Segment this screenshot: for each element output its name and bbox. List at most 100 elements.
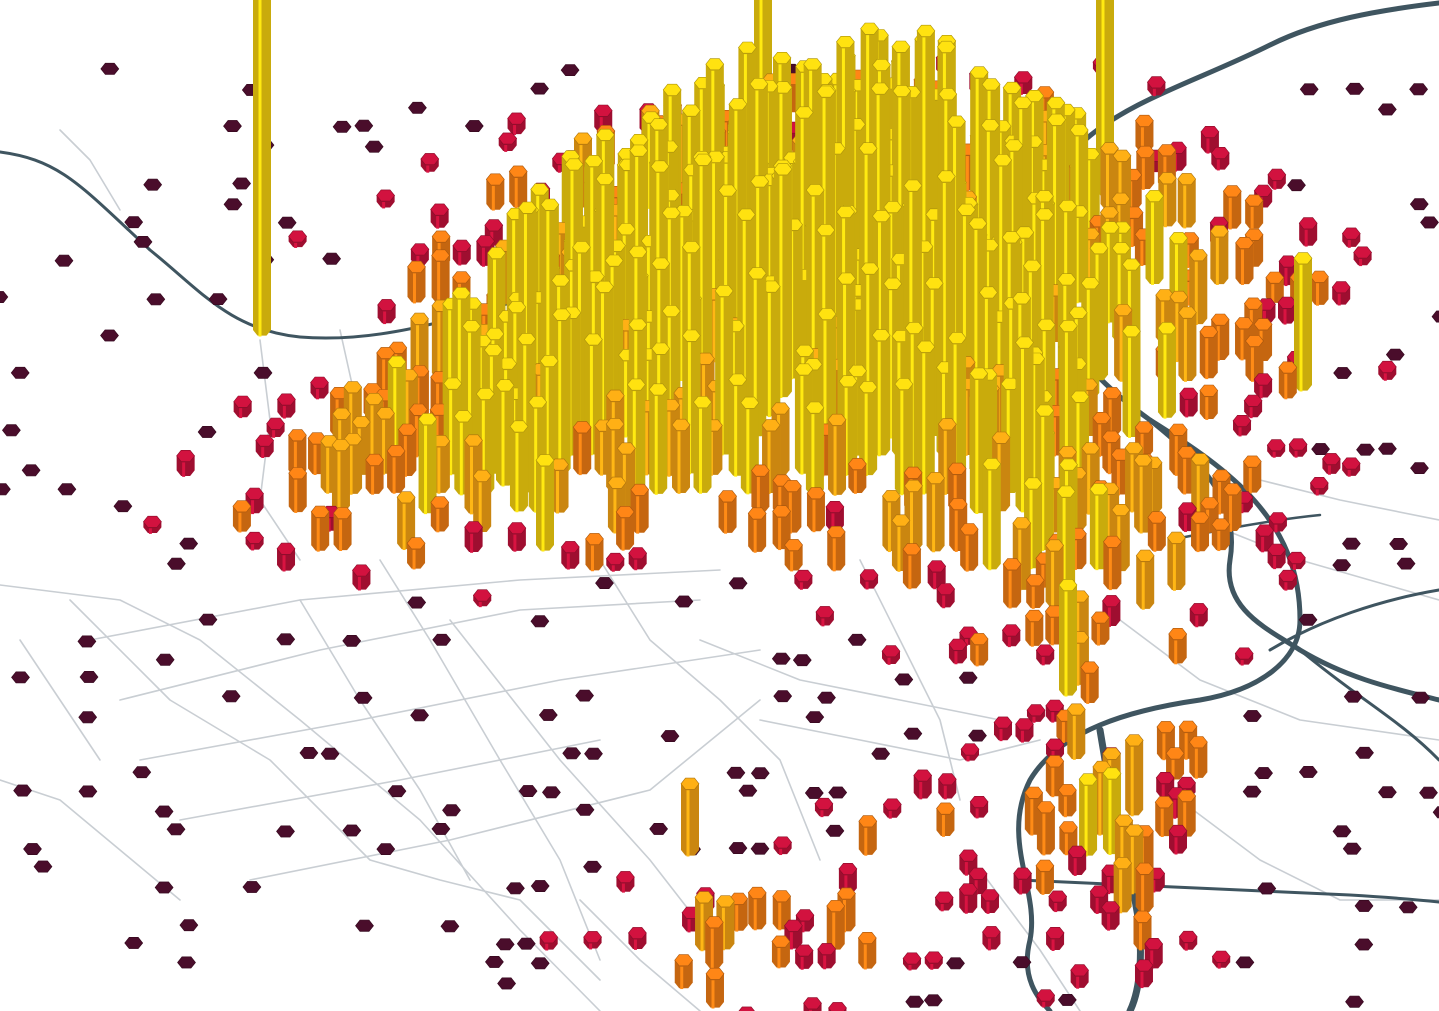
hexbin-column[interactable]: [1190, 511, 1210, 553]
hexbin-column[interactable]: [980, 889, 1000, 914]
hexbin-column[interactable]: [817, 691, 836, 704]
hexbin-column[interactable]: [903, 727, 923, 740]
hexbin-column[interactable]: [442, 804, 461, 817]
hexbin-column[interactable]: [1355, 746, 1374, 759]
hexbin-column[interactable]: [761, 280, 781, 418]
hexbin-column[interactable]: [365, 453, 384, 495]
hexbin-column[interactable]: [1385, 348, 1405, 361]
hexbin-column[interactable]: [751, 464, 770, 514]
hexbin-column[interactable]: [948, 638, 968, 665]
hexbin-column[interactable]: [562, 747, 582, 760]
hexbin-column[interactable]: [1345, 82, 1365, 95]
hexbin-column[interactable]: [784, 539, 803, 572]
hexbin-column[interactable]: [1078, 773, 1098, 857]
hexbin-column[interactable]: [1266, 439, 1286, 458]
hexbin-column[interactable]: [1044, 605, 1064, 646]
hexbin-column[interactable]: [1242, 785, 1262, 798]
hexbin-column[interactable]: [288, 429, 307, 477]
hexbin-column[interactable]: [826, 900, 846, 951]
hexbin-column[interactable]: [509, 420, 529, 513]
hexbin-column[interactable]: [628, 927, 647, 950]
hexbin-column[interactable]: [871, 747, 891, 760]
hexbin-column[interactable]: [858, 381, 878, 476]
hexbin-column[interactable]: [420, 153, 440, 173]
hexbin-column[interactable]: [1012, 956, 1032, 969]
hexbin-column[interactable]: [1189, 736, 1208, 779]
hexbin-column[interactable]: [1396, 557, 1416, 570]
hexbin-column[interactable]: [430, 203, 449, 229]
hexbin-column[interactable]: [804, 786, 824, 799]
hexbin-column[interactable]: [166, 823, 186, 836]
hexbin-column[interactable]: [1144, 937, 1164, 970]
hexbin-column[interactable]: [407, 596, 427, 609]
hexbin-column[interactable]: [560, 541, 580, 570]
hexbin-column[interactable]: [705, 967, 725, 1009]
hexbin-column[interactable]: [859, 569, 879, 590]
hexbin-column[interactable]: [550, 458, 569, 514]
hexbin-column[interactable]: [276, 542, 296, 572]
hexbin-column[interactable]: [154, 805, 174, 818]
hexbin-column[interactable]: [1234, 647, 1254, 666]
hexbin-column[interactable]: [1377, 103, 1397, 116]
hexbin-column[interactable]: [530, 82, 549, 95]
hexbin-column[interactable]: [495, 379, 515, 487]
hexbin-column[interactable]: [1168, 824, 1188, 855]
hexbin-column[interactable]: [177, 956, 196, 969]
hexbin-column[interactable]: [1025, 574, 1045, 609]
hexbin-column[interactable]: [100, 329, 119, 342]
hexbin-column[interactable]: [738, 784, 758, 797]
hexbin-column[interactable]: [255, 434, 275, 458]
hexbin-column[interactable]: [1024, 609, 1044, 647]
hexbin-column[interactable]: [1243, 394, 1263, 419]
hexbin-column[interactable]: [1353, 246, 1372, 267]
hexbin-column[interactable]: [660, 730, 680, 743]
hexbin-column[interactable]: [1168, 627, 1188, 665]
hexbin-column[interactable]: [518, 785, 538, 798]
hexbin-column[interactable]: [936, 583, 956, 609]
hexbin-column[interactable]: [1135, 549, 1155, 610]
hexbin-column[interactable]: [902, 543, 922, 590]
hexbin-column[interactable]: [693, 396, 712, 494]
hexbin-column[interactable]: [1057, 993, 1077, 1006]
hexbin-column[interactable]: [585, 533, 604, 572]
hexbin-column[interactable]: [1103, 535, 1122, 591]
hexbin-column[interactable]: [605, 552, 625, 572]
hexbin-column[interactable]: [1080, 661, 1100, 704]
hexbin-column[interactable]: [1089, 483, 1109, 571]
hexbin-column[interactable]: [881, 645, 901, 665]
hexbin-column[interactable]: [33, 860, 53, 873]
hexbin-column[interactable]: [320, 747, 340, 760]
hexbin-column[interactable]: [1287, 551, 1306, 571]
hexbin-column[interactable]: [1411, 691, 1430, 704]
hexbin-column[interactable]: [1257, 882, 1277, 895]
hexbin-column[interactable]: [221, 690, 241, 703]
hexbin-column[interactable]: [124, 216, 144, 229]
hexbin-column[interactable]: [1277, 296, 1297, 325]
hexbin-column[interactable]: [410, 709, 429, 722]
hexbin-column[interactable]: [352, 564, 371, 591]
hexbin-column[interactable]: [1058, 579, 1078, 697]
hexbin-column[interactable]: [1045, 926, 1065, 951]
hexbin-column[interactable]: [858, 815, 878, 856]
hexbin-column[interactable]: [1299, 83, 1319, 96]
hexbin-column[interactable]: [1157, 322, 1177, 419]
hexbin-column[interactable]: [155, 653, 175, 666]
hexbin-column[interactable]: [179, 537, 199, 550]
hexbin-column[interactable]: [1341, 457, 1361, 477]
hexbin-column[interactable]: [1223, 483, 1242, 532]
hexbin-column[interactable]: [407, 260, 426, 304]
hexbin-column[interactable]: [595, 577, 614, 590]
hexbin-column[interactable]: [905, 995, 925, 1008]
hexbin-column[interactable]: [946, 957, 965, 970]
hexbin-column[interactable]: [1177, 446, 1196, 495]
hexbin-column[interactable]: [1431, 310, 1439, 323]
hexbin-column[interactable]: [718, 490, 737, 534]
hexbin-column[interactable]: [276, 633, 296, 646]
hexbin-column[interactable]: [616, 871, 635, 893]
hexbin-column[interactable]: [508, 165, 528, 209]
hexbin-column[interactable]: [376, 843, 396, 856]
hexbin-column[interactable]: [1189, 603, 1209, 628]
hexbin-column[interactable]: [464, 521, 483, 553]
hexbin-column[interactable]: [714, 284, 734, 456]
